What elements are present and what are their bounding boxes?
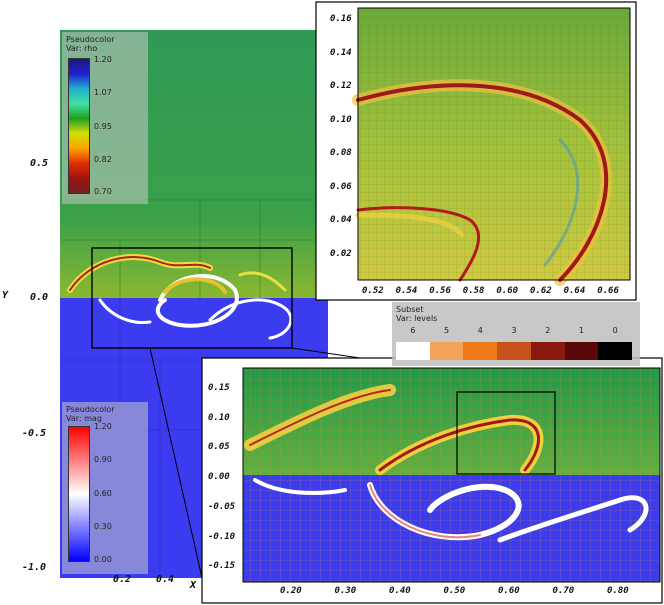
subset-level-color — [564, 342, 599, 360]
mag-tick: 1.20 — [94, 422, 112, 431]
zoom-bottom-y-tick: -0.05 — [208, 501, 236, 512]
subset-level-label: 0 — [612, 326, 618, 335]
main-y-tick: 0.0 — [30, 292, 49, 303]
zoom-top-x-tick: 0.52 — [362, 286, 384, 296]
main-x-tick: 0.2 — [113, 574, 132, 585]
zoom-bottom-x-tick: 0.70 — [552, 586, 575, 596]
mag-legend-var: Var: mag — [66, 414, 102, 423]
mag-tick: 0.00 — [94, 555, 112, 564]
subset-legend-title: Subset — [396, 305, 424, 314]
rho-tick: 0.95 — [94, 122, 112, 131]
subset-level-color — [429, 342, 464, 360]
subset-level-color — [530, 342, 565, 360]
subset-level-label: 1 — [578, 326, 584, 335]
zoom-bottom-panel — [201, 357, 663, 604]
zoom-top-y-tick: 0.12 — [330, 81, 352, 91]
zoom-bottom-x-tick: 0.30 — [334, 586, 357, 596]
main-x-tick: 0.4 — [156, 574, 175, 585]
subset-level-swatch: 6 — [396, 324, 430, 360]
zoom-top-x-tick: 0.56 — [429, 286, 451, 296]
zoom-top-x-tick: 0.54 — [395, 286, 418, 296]
zoom-top-y-tick: 0.06 — [330, 181, 352, 192]
subset-level-color — [463, 342, 498, 360]
zoom-bottom-y-tick: 0.15 — [208, 383, 230, 393]
subset-level-swatch: 4 — [463, 324, 498, 360]
zoom-top-x-tick: 0.62 — [530, 286, 552, 296]
mag-legend-title: Pseudocolor — [66, 405, 115, 414]
subset-level-swatch: 3 — [497, 324, 531, 360]
zoom-top-y-tick: 0.04 — [330, 215, 352, 225]
main-y-tick: 0.5 — [30, 158, 49, 169]
subset-level-color — [497, 342, 531, 360]
rho-tick: 1.07 — [94, 88, 112, 97]
subset-level-label: 3 — [511, 326, 517, 335]
zoom-top-y-tick: 0.14 — [330, 47, 352, 58]
subset-swatches: 6 5 4 3 2 1 0 — [396, 324, 633, 360]
zoom-top-x-tick: 0.58 — [462, 286, 485, 296]
subset-level-color — [396, 342, 430, 360]
zoom-top-x-tick: 0.64 — [563, 286, 586, 296]
main-x-label: X — [190, 580, 197, 591]
rho-tick: 0.70 — [94, 187, 112, 196]
main-y-tick: -0.5 — [22, 428, 47, 439]
zoom-top-y-tick: 0.08 — [330, 148, 352, 158]
subset-level-label: 2 — [545, 326, 551, 335]
zoom-bottom-x-tick: 0.60 — [498, 586, 520, 596]
rho-legend-var: Var: rho — [66, 44, 98, 53]
rho-legend-title: Pseudocolor — [66, 35, 115, 44]
subset-level-label: 6 — [410, 326, 416, 335]
zoom-top-panel — [315, 1, 637, 301]
subset-level-swatch: 0 — [598, 324, 633, 360]
mag-tick: 0.90 — [94, 455, 112, 464]
zoom-bottom-x-tick: 0.50 — [443, 586, 466, 596]
main-y-tick: -1.0 — [22, 562, 47, 573]
mag-tick: 0.30 — [94, 522, 112, 531]
zoom-top-y-tick: 0.10 — [330, 114, 352, 125]
zoom-bottom-y-tick: 0.05 — [208, 442, 230, 453]
zoom-bottom-y-tick: 0.00 — [208, 472, 230, 483]
mag-tick: 0.60 — [94, 489, 112, 498]
subset-level-color — [598, 342, 633, 360]
zoom-top-y-tick: 0.16 — [330, 14, 352, 24]
zoom-top-x-tick: 0.60 — [496, 286, 519, 296]
zoom-bottom-x-tick: 0.80 — [607, 586, 629, 596]
subset-level-swatch: 1 — [564, 324, 599, 360]
subset-level-swatch: 2 — [530, 324, 565, 360]
rho-tick: 1.20 — [94, 55, 112, 64]
mag-colorbar — [68, 426, 90, 562]
zoom-bottom-y-tick: 0.10 — [208, 412, 230, 423]
subset-level-label: 4 — [477, 326, 483, 335]
zoom-bottom-y-tick: -0.10 — [208, 531, 236, 542]
main-y-label: Y — [2, 290, 9, 301]
zoom-top-x-tick: 0.66 — [597, 286, 619, 296]
rho-colorbar — [68, 58, 90, 194]
subset-legend-var: Var: levels — [396, 314, 438, 323]
subset-level-swatch: 5 — [429, 324, 464, 360]
zoom-bottom-y-tick: -0.15 — [208, 561, 236, 572]
zoom-top-y-tick: 0.02 — [330, 248, 352, 259]
zoom-bottom-x-tick: 0.40 — [389, 586, 411, 596]
zoom-bottom-x-tick: 0.20 — [280, 586, 302, 596]
subset-level-label: 5 — [444, 326, 450, 335]
rho-tick: 0.82 — [94, 155, 112, 164]
